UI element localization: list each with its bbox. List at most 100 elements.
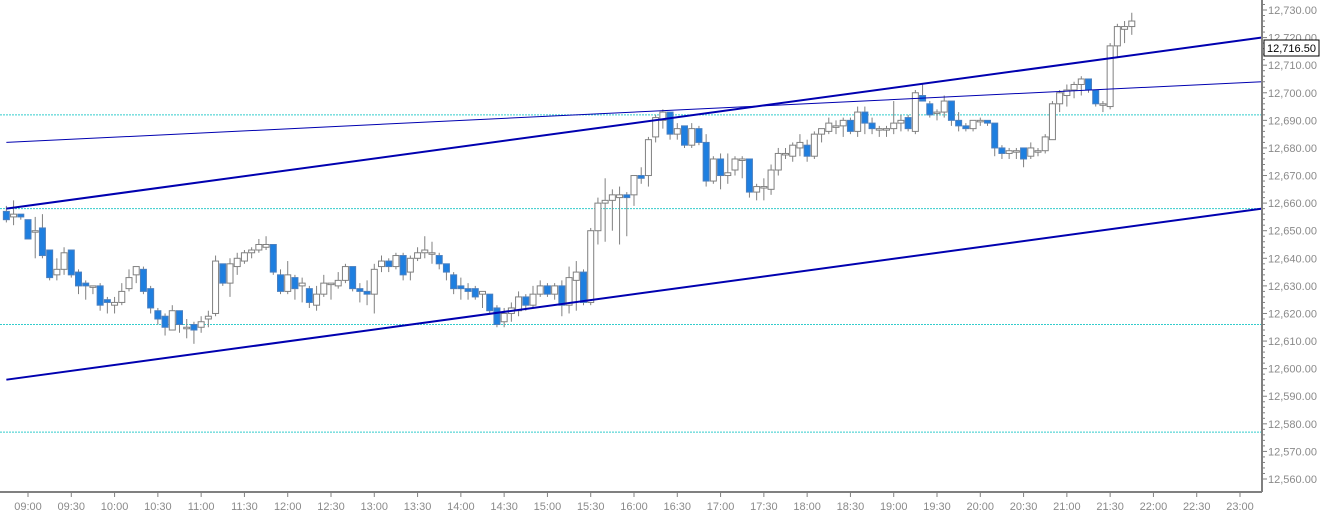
- candle: [861, 106, 869, 135]
- candle: [580, 269, 587, 306]
- candle: [810, 131, 818, 159]
- time-tick-label: 09:00: [14, 501, 42, 513]
- price-axis[interactable]: 12,730.0012,720.0012,710.0012,700.0012,6…: [1261, 0, 1317, 492]
- candle: [976, 117, 984, 126]
- candle: [998, 145, 1006, 159]
- candle: [644, 136, 652, 187]
- lower-channel-line[interactable]: [6, 207, 1263, 381]
- candle: [168, 305, 176, 331]
- price-tick-label: 12,680.00: [1268, 143, 1317, 155]
- candle: [1041, 134, 1049, 154]
- candle: [313, 285, 321, 311]
- candle: [630, 175, 638, 206]
- candle: [1121, 21, 1129, 44]
- candle: [1077, 76, 1085, 96]
- candle: [269, 244, 277, 275]
- candle: [709, 156, 717, 184]
- candle: [53, 258, 61, 281]
- candle: [991, 122, 999, 157]
- candle: [745, 158, 753, 198]
- time-axis[interactable]: 09:00 09:30 10:00 10:30 11:00 11:30 12:00 12:30…: [0, 491, 1262, 513]
- candle: [233, 252, 241, 275]
- candle: [479, 290, 486, 308]
- candle: [38, 214, 46, 259]
- candle: [349, 266, 357, 292]
- candle: [926, 101, 934, 118]
- price-tick-label: 12,620.00: [1268, 308, 1317, 320]
- candle: [543, 283, 551, 297]
- candle: [82, 280, 90, 300]
- candle: [450, 272, 458, 295]
- candle: [601, 178, 609, 242]
- candle: [132, 266, 140, 284]
- candle: [608, 189, 616, 231]
- time-tick-label: 16:00: [620, 501, 648, 513]
- candle: [868, 117, 876, 135]
- candle: [334, 272, 342, 289]
- candle: [378, 255, 385, 273]
- candle: [31, 216, 39, 259]
- candle: [1070, 81, 1078, 99]
- candle: [493, 305, 501, 328]
- candle: [363, 280, 371, 306]
- candle: [565, 266, 573, 314]
- candle: [681, 125, 688, 148]
- candle: [262, 236, 270, 251]
- candle: [435, 252, 443, 270]
- candle: [248, 247, 256, 259]
- candle: [356, 283, 364, 303]
- time-tick-label: 14:00: [447, 501, 475, 513]
- candle: [111, 296, 119, 314]
- time-tick-label: 21:30: [1096, 501, 1124, 513]
- time-tick-label: 19:30: [923, 501, 951, 513]
- time-tick-label: 17:30: [750, 501, 778, 513]
- candle: [486, 293, 494, 314]
- candle: [854, 106, 862, 137]
- candle: [421, 236, 429, 259]
- price-tick-label: 12,690.00: [1268, 115, 1317, 127]
- candle: [370, 263, 378, 314]
- candle: [1106, 43, 1114, 110]
- candle: [125, 269, 133, 292]
- candle: [536, 280, 544, 297]
- last-price-tag: 12,716.50: [1263, 39, 1320, 57]
- candle: [724, 153, 732, 184]
- price-tick-label: 12,630.00: [1268, 281, 1317, 293]
- time-tick-label: 20:30: [1010, 501, 1038, 513]
- candle: [702, 134, 710, 187]
- candle: [738, 156, 746, 179]
- candle: [1034, 147, 1042, 157]
- candle: [75, 269, 82, 295]
- candle: [240, 250, 248, 264]
- candle: [139, 266, 147, 295]
- candle: [89, 285, 97, 295]
- candle: [818, 128, 826, 143]
- candle: [1092, 89, 1100, 107]
- candle: [284, 261, 292, 295]
- candle: [616, 186, 624, 245]
- time-tick-label: 15:30: [577, 501, 605, 513]
- candle: [782, 147, 789, 159]
- candle: [428, 241, 436, 264]
- horizontal-levels: [0, 114, 1262, 433]
- candle: [183, 318, 191, 339]
- candle: [875, 125, 883, 137]
- time-tick-label: 21:00: [1053, 501, 1081, 513]
- candle: [688, 123, 696, 148]
- price-tick-label: 12,670.00: [1268, 171, 1317, 183]
- time-tick-label: 23:00: [1226, 501, 1254, 513]
- upper-channel-line[interactable]: [6, 36, 1263, 210]
- candle: [1005, 147, 1013, 159]
- candle: [457, 277, 465, 300]
- time-tick-label: 13:00: [361, 501, 389, 513]
- candle: [1128, 12, 1136, 35]
- candle: [291, 274, 299, 300]
- candle: [103, 296, 111, 314]
- time-tick-label: 12:00: [274, 501, 302, 513]
- candle: [212, 255, 220, 317]
- resistance-line-line[interactable]: [6, 81, 1263, 143]
- candle: [414, 247, 422, 262]
- candle: [305, 285, 313, 308]
